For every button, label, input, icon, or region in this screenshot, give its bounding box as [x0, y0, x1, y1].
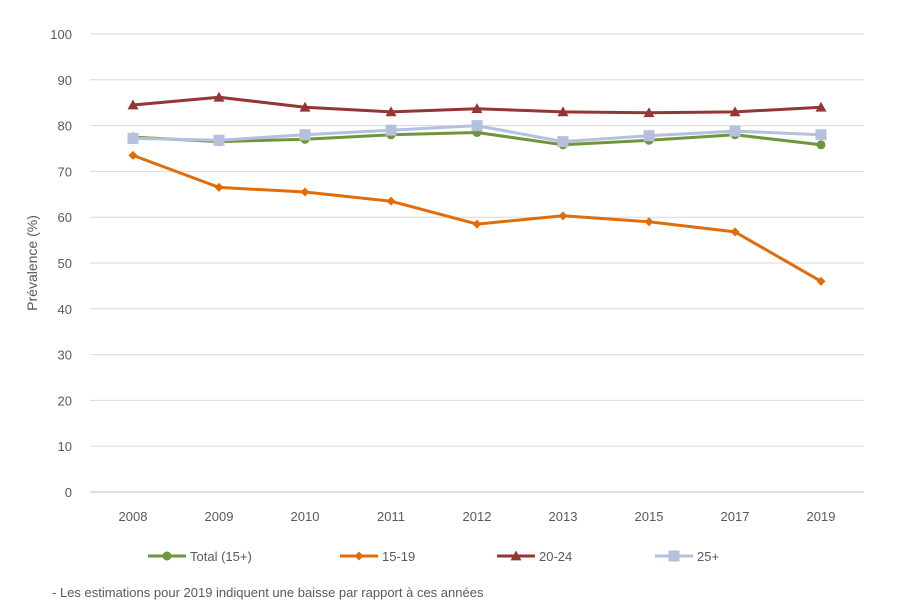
legend-marker	[162, 551, 172, 561]
data-point	[471, 120, 483, 132]
y-axis-tick-labels: 0 10 20 30 40 50 60 70 80 90 100	[50, 27, 72, 500]
y-tick-label: 0	[65, 485, 72, 500]
legend: Total (15+) 15-19 20-24 25+	[148, 549, 719, 564]
x-tick-label: 2010	[291, 509, 320, 524]
data-point	[386, 196, 396, 206]
data-point	[299, 101, 311, 112]
legend-item: 15-19	[340, 549, 415, 564]
data-point	[385, 106, 397, 117]
y-tick-label: 90	[58, 73, 72, 88]
legend-label: 25+	[697, 549, 719, 564]
legend-marker	[354, 551, 364, 561]
data-point	[127, 132, 139, 144]
series-4	[127, 120, 827, 148]
series-2	[128, 150, 826, 286]
x-tick-label: 2015	[635, 509, 664, 524]
data-point	[213, 91, 225, 102]
x-tick-label: 2013	[549, 509, 578, 524]
y-tick-label: 20	[58, 393, 72, 408]
series-3	[127, 91, 827, 118]
data-point	[816, 276, 826, 286]
legend-label: 15-19	[382, 549, 415, 564]
data-point	[557, 106, 569, 117]
x-tick-label: 2009	[205, 509, 234, 524]
y-tick-label: 70	[58, 164, 72, 179]
x-tick-label: 2008	[119, 509, 148, 524]
y-tick-label: 50	[58, 256, 72, 271]
y-tick-label: 10	[58, 439, 72, 454]
x-axis-tick-labels: 2008 2009 2010 2011 2012 2013 2015 2017 2019	[119, 509, 836, 524]
data-point	[644, 217, 654, 227]
data-point	[730, 227, 740, 237]
gridlines	[90, 33, 864, 493]
y-axis-label: Prévalence (%)	[24, 215, 40, 311]
x-tick-label: 2011	[377, 509, 405, 524]
x-tick-label: 2017	[721, 509, 750, 524]
x-tick-label: 2019	[807, 509, 836, 524]
data-point	[729, 125, 741, 137]
y-tick-label: 40	[58, 302, 72, 317]
y-tick-label: 60	[58, 210, 72, 225]
legend-item: Total (15+)	[148, 549, 252, 564]
legend-label: 20-24	[539, 549, 572, 564]
legend-marker	[668, 550, 680, 562]
data-point	[815, 129, 827, 141]
data-point	[127, 99, 139, 110]
data-point	[471, 103, 483, 114]
data-point	[815, 101, 827, 112]
y-tick-label: 100	[50, 27, 72, 42]
data-point	[213, 134, 225, 146]
legend-label: Total (15+)	[190, 549, 252, 564]
data-point	[299, 129, 311, 141]
data-point	[300, 187, 310, 197]
data-point	[643, 130, 655, 142]
data-point	[385, 124, 397, 136]
data-point	[214, 182, 224, 192]
data-point	[557, 136, 569, 148]
legend-item: 25+	[655, 549, 719, 564]
data-point	[128, 150, 138, 160]
legend-item: 20-24	[497, 549, 572, 564]
data-point	[729, 106, 741, 117]
data-point	[643, 107, 655, 118]
series-line	[131, 153, 823, 283]
y-tick-label: 30	[58, 348, 72, 363]
data-point	[558, 211, 568, 221]
data-point	[472, 219, 482, 229]
footnote: - Les estimations pour 2019 indiquent un…	[52, 585, 484, 600]
series-lines	[127, 91, 827, 286]
y-tick-label: 80	[58, 119, 72, 134]
x-tick-label: 2012	[463, 509, 492, 524]
data-point	[816, 140, 826, 150]
legend-marker	[510, 550, 522, 561]
